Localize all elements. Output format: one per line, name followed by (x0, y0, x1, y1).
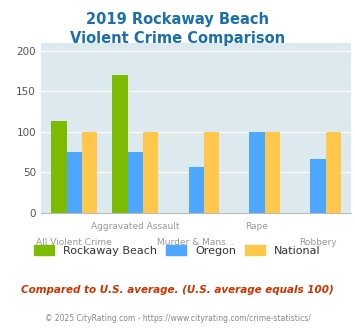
Bar (250, 132, 265, 213)
Bar (265, 132, 280, 213)
Bar (82, 132, 97, 213)
Bar (326, 132, 341, 213)
Text: Robbery: Robbery (299, 238, 337, 247)
Legend: Rockaway Beach, Oregon, National: Rockaway Beach, Oregon, National (30, 241, 325, 260)
Bar (127, 152, 143, 213)
Bar (51, 121, 67, 213)
Bar (189, 167, 204, 213)
Bar (310, 159, 326, 213)
Text: Rape: Rape (246, 222, 268, 231)
Text: Compared to U.S. average. (U.S. average equals 100): Compared to U.S. average. (U.S. average … (21, 285, 334, 295)
Text: 2019 Rockaway Beach: 2019 Rockaway Beach (86, 12, 269, 26)
Text: Aggravated Assault: Aggravated Assault (91, 222, 180, 231)
Text: Violent Crime Comparison: Violent Crime Comparison (70, 31, 285, 46)
Bar (204, 132, 219, 213)
Text: All Violent Crime: All Violent Crime (37, 238, 112, 247)
Text: © 2025 CityRating.com - https://www.cityrating.com/crime-statistics/: © 2025 CityRating.com - https://www.city… (45, 314, 310, 323)
Bar (143, 132, 158, 213)
Bar (67, 152, 82, 213)
Bar (113, 75, 127, 213)
Text: Murder & Mans...: Murder & Mans... (158, 238, 235, 247)
